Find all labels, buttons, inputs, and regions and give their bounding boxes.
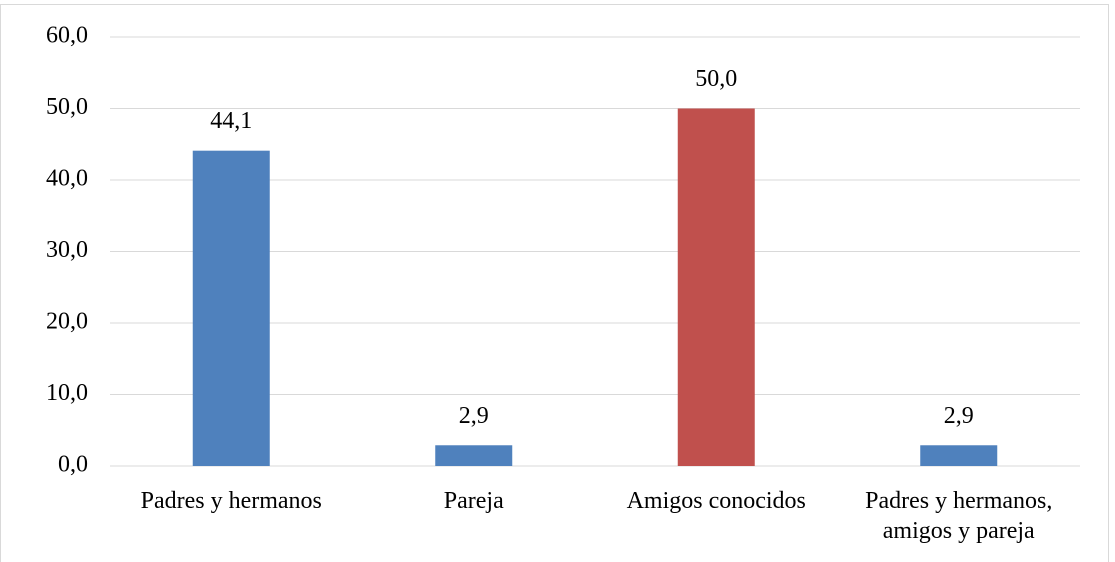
bar [920,445,998,466]
value-label: 2,9 [459,403,489,429]
bar [435,445,513,466]
value-label: 44,1 [210,108,252,134]
y-tick-label: 0,0 [58,452,88,478]
y-tick-label: 40,0 [46,166,88,192]
chart-frame [0,4,1109,562]
x-tick-label: Padres y hermanos, amigos y pareja [865,488,1053,544]
x-tick-label: Padres y hermanos [140,488,322,514]
y-tick-label: 10,0 [46,380,88,406]
y-tick-label: 30,0 [46,237,88,263]
y-tick-label: 50,0 [46,94,88,120]
bar [192,150,270,466]
value-label: 2,9 [944,403,974,429]
value-label: 50,0 [695,66,737,92]
x-tick-label: Pareja [443,488,504,514]
x-tick-label: Amigos conocidos [626,488,806,514]
bar [677,108,755,466]
y-tick-label: 20,0 [46,309,88,335]
y-tick-label: 60,0 [46,23,88,49]
